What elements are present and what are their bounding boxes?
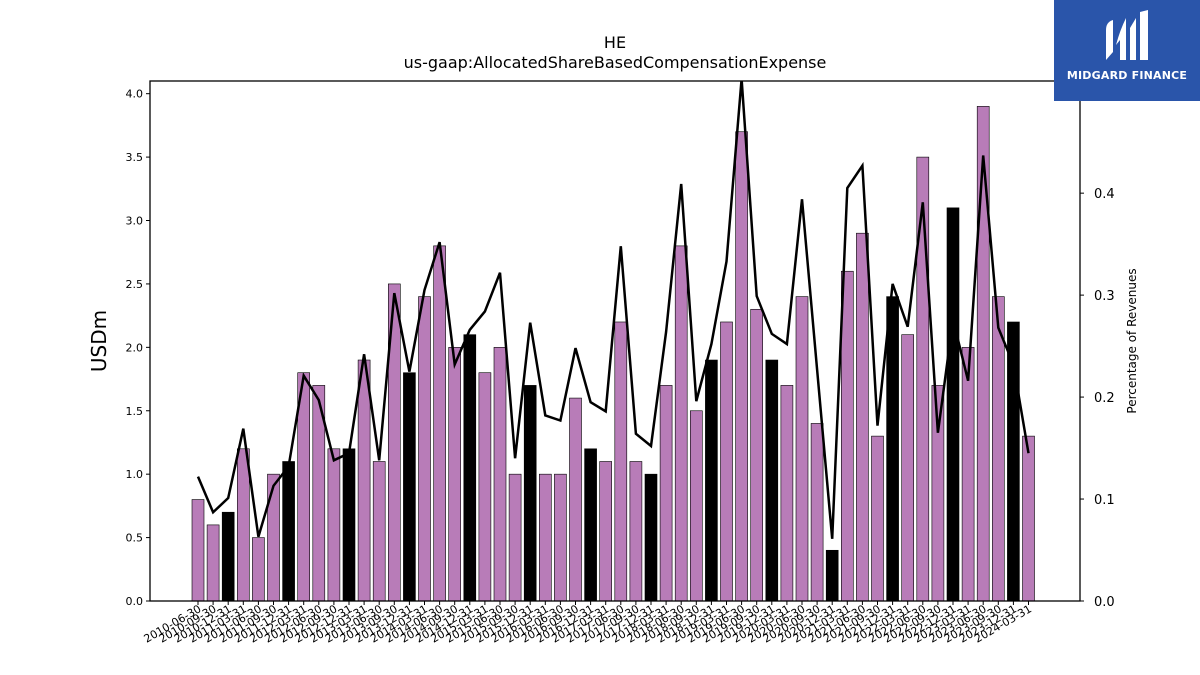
bar [448, 347, 462, 602]
bar [433, 245, 446, 602]
y-tick-label: 3.0 [126, 215, 144, 228]
bar [191, 499, 205, 602]
bar [644, 473, 658, 602]
bar [840, 270, 854, 602]
bar [463, 334, 477, 602]
y2-tick-label: 0.0 [1094, 595, 1115, 610]
bar [252, 537, 265, 602]
y2-tick-label: 0.4 [1094, 187, 1115, 202]
y-tick-label: 2.5 [126, 278, 144, 291]
bar [357, 359, 371, 602]
bar [765, 359, 779, 602]
bar [901, 334, 915, 602]
y-tick-label: 4.0 [126, 88, 144, 101]
bar [991, 296, 1005, 602]
y-tick-label: 3.5 [126, 151, 144, 164]
bar [750, 308, 764, 602]
bar [599, 461, 613, 602]
bar [342, 448, 356, 602]
bar [327, 448, 341, 602]
bar [689, 410, 703, 602]
y2-tick-label: 0.1 [1094, 493, 1115, 508]
bar [206, 524, 220, 602]
line-layer [196, 81, 1030, 539]
chart-title: HE [604, 33, 626, 52]
y2-axis-label: Percentage of Revenues [1125, 268, 1139, 413]
y-tick-label: 1.0 [126, 468, 144, 481]
bar [493, 347, 507, 602]
bar [735, 131, 748, 602]
bar [478, 372, 492, 602]
bar [584, 448, 597, 602]
bar [569, 397, 582, 602]
bar [538, 473, 552, 602]
bar [916, 156, 930, 602]
midgard-finance-logo: MIDGARD FINANCE [1054, 0, 1200, 101]
y-tick-label: 2.0 [126, 341, 144, 354]
bar [508, 473, 522, 602]
bar [780, 385, 794, 602]
bars-layer [191, 106, 1035, 602]
bar [221, 511, 235, 602]
bar [282, 461, 295, 602]
y-tick-label: 1.5 [126, 405, 144, 418]
bar [403, 372, 416, 602]
y2-tick-label: 0.3 [1094, 289, 1115, 304]
plot-frame [149, 80, 1081, 602]
bar [705, 359, 718, 602]
bar [871, 435, 884, 602]
y-tick-label: 0.0 [126, 595, 144, 608]
logo-text: MIDGARD FINANCE [1066, 69, 1188, 82]
bar [825, 549, 839, 602]
bar [629, 461, 643, 602]
bar [554, 473, 567, 602]
bar [674, 245, 688, 602]
bar [237, 448, 250, 602]
bar [961, 347, 975, 602]
bar [418, 296, 431, 602]
chart-subtitle: us-gaap:AllocatedShareBasedCompensationE… [404, 53, 827, 72]
bar [795, 296, 809, 602]
axes-layer: 0.0 0.5 1.0 1.5 2.0 2.5 3.0 3.5 4.0 0.0 0.1 0.2 0.3 0… [126, 80, 1115, 646]
y-axis-label: USDm [87, 310, 111, 372]
bar [810, 423, 824, 602]
bar [267, 473, 280, 602]
y2-tick-label: 0.2 [1094, 391, 1115, 406]
bar [856, 232, 869, 602]
bar [614, 321, 628, 602]
bar [976, 106, 990, 602]
bar [523, 385, 537, 602]
midgard-logo-icon [1106, 10, 1148, 60]
bar [1022, 435, 1035, 602]
bar [720, 321, 733, 602]
bar [659, 385, 673, 602]
bar [372, 461, 386, 602]
y-tick-label: 0.5 [126, 532, 144, 545]
bar [886, 296, 899, 602]
bar [946, 207, 960, 602]
series-line-percentage-of-revenues [196, 81, 1030, 539]
